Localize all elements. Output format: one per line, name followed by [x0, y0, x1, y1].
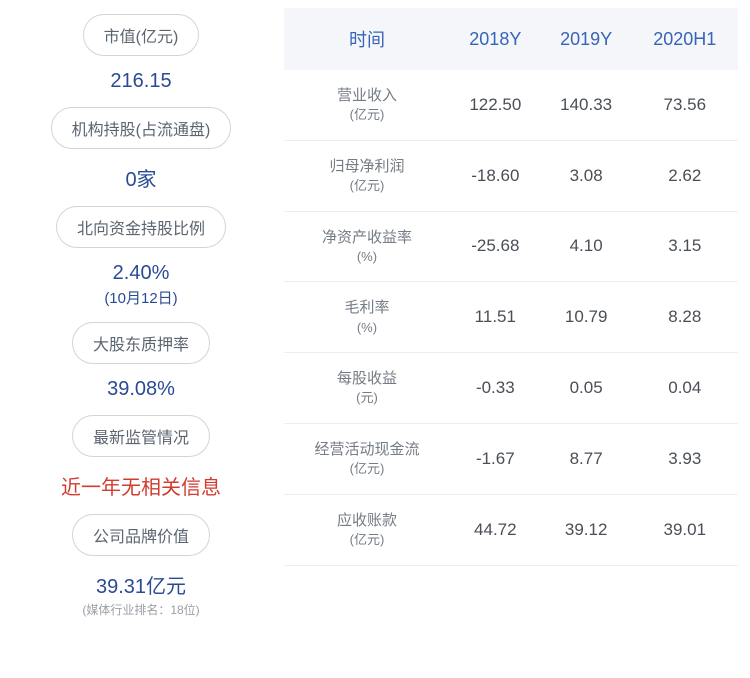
stat-sub-northbound-date: (10月12日): [104, 287, 177, 308]
metric-label: 归母净利润(亿元): [284, 140, 450, 211]
cell: 8.28: [632, 282, 738, 353]
table-row: 营业收入(亿元) 122.50 140.33 73.56: [284, 70, 738, 140]
financial-table-panel: 时间 2018Y 2019Y 2020H1 营业收入(亿元) 122.50 14…: [270, 8, 738, 670]
financial-table: 时间 2018Y 2019Y 2020H1 营业收入(亿元) 122.50 14…: [284, 8, 738, 566]
metric-label: 净资产收益率(%): [284, 211, 450, 282]
stat-value-northbound: 2.40%: [113, 262, 170, 285]
cell: 3.93: [632, 423, 738, 494]
cell: -18.60: [450, 140, 541, 211]
table-row: 净资产收益率(%) -25.68 4.10 3.15: [284, 211, 738, 282]
th-time: 时间: [284, 8, 450, 70]
cell: -0.33: [450, 353, 541, 424]
cell: 44.72: [450, 494, 541, 565]
th-2018: 2018Y: [450, 8, 541, 70]
table-row: 每股收益(元) -0.33 0.05 0.04: [284, 353, 738, 424]
stat-value-regulator: 近一年无相关信息: [61, 471, 221, 500]
table-row: 经营活动现金流(亿元) -1.67 8.77 3.93: [284, 423, 738, 494]
cell: -25.68: [450, 211, 541, 282]
cell: 8.77: [541, 423, 632, 494]
table-header-row: 时间 2018Y 2019Y 2020H1: [284, 8, 738, 70]
stat-value-brand: 39.31亿元: [96, 570, 186, 599]
stat-label-brand: 公司品牌价值: [72, 514, 210, 556]
cell: 0.05: [541, 353, 632, 424]
stat-note-brand-rank: (媒体行业排名：18位): [82, 601, 199, 618]
stat-label-market-cap: 市值(亿元): [83, 14, 200, 56]
metric-label: 毛利率(%): [284, 282, 450, 353]
cell: -1.67: [450, 423, 541, 494]
th-2019: 2019Y: [541, 8, 632, 70]
cell: 2.62: [632, 140, 738, 211]
table-row: 归母净利润(亿元) -18.60 3.08 2.62: [284, 140, 738, 211]
stat-label-northbound: 北向资金持股比例: [56, 206, 226, 248]
metric-label: 经营活动现金流(亿元): [284, 423, 450, 494]
th-2020h1: 2020H1: [632, 8, 738, 70]
stat-value-market-cap: 216.15: [110, 70, 171, 93]
stat-value-pledge: 39.08%: [107, 378, 175, 401]
cell: 10.79: [541, 282, 632, 353]
cell: 3.08: [541, 140, 632, 211]
stat-value-institutional: 0家: [125, 163, 156, 192]
table-row: 应收账款(亿元) 44.72 39.12 39.01: [284, 494, 738, 565]
cell: 39.01: [632, 494, 738, 565]
metric-label: 应收账款(亿元): [284, 494, 450, 565]
cell: 73.56: [632, 70, 738, 140]
stat-label-institutional: 机构持股(占流通盘): [51, 107, 232, 149]
cell: 11.51: [450, 282, 541, 353]
cell: 0.04: [632, 353, 738, 424]
metric-label: 每股收益(元): [284, 353, 450, 424]
metric-label: 营业收入(亿元): [284, 70, 450, 140]
cell: 4.10: [541, 211, 632, 282]
left-stats-panel: 市值(亿元) 216.15 机构持股(占流通盘) 0家 北向资金持股比例 2.4…: [12, 8, 270, 670]
cell: 122.50: [450, 70, 541, 140]
table-row: 毛利率(%) 11.51 10.79 8.28: [284, 282, 738, 353]
stat-label-regulator: 最新监管情况: [72, 415, 210, 457]
stat-label-pledge: 大股东质押率: [72, 322, 210, 364]
table-body: 营业收入(亿元) 122.50 140.33 73.56 归母净利润(亿元) -…: [284, 70, 738, 565]
cell: 3.15: [632, 211, 738, 282]
cell: 39.12: [541, 494, 632, 565]
cell: 140.33: [541, 70, 632, 140]
